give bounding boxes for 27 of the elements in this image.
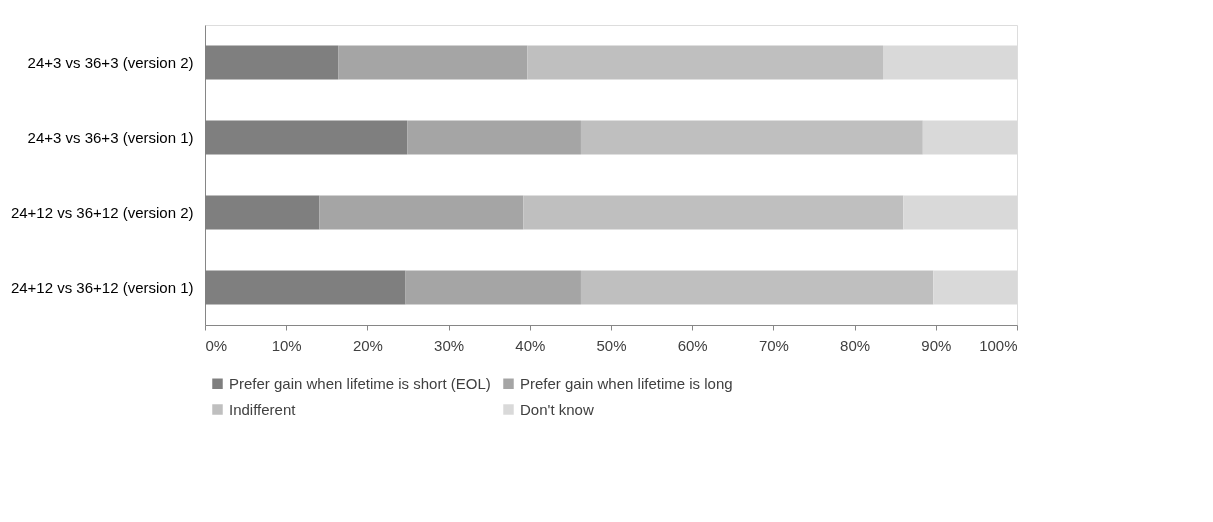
y-tick-label: 24+3 vs 36+3 (version 2) (27, 53, 194, 71)
legend-label: Indifferent (229, 400, 297, 418)
x-tick-label: 80% (840, 336, 871, 354)
x-tick-label: 70% (758, 336, 789, 354)
bar (338, 45, 528, 80)
legend-label: Prefer gain when lifetime is long (520, 374, 733, 392)
x-tick-label: 40% (515, 336, 546, 354)
x-tick-label: 90% (921, 336, 952, 354)
bar (319, 195, 524, 230)
bar (527, 45, 884, 80)
y-tick-label: 24+12 vs 36+12 (version 2) (10, 203, 194, 221)
x-tick-label: 30% (434, 336, 465, 354)
x-tick-label: 50% (596, 336, 627, 354)
bar (405, 270, 581, 305)
x-tick-label: 0% (205, 336, 228, 354)
y-tick-label: 24+3 vs 36+3 (version 1) (27, 128, 194, 146)
legend-label: Prefer gain when lifetime is short (EOL) (229, 374, 491, 392)
x-tick-label: 100% (979, 336, 1018, 354)
legend-label: Don't know (520, 400, 594, 418)
x-tick-label: 60% (677, 336, 708, 354)
x-tick-label: 20% (352, 336, 383, 354)
bar (580, 120, 923, 155)
bar (407, 120, 581, 155)
y-tick-label: 24+12 vs 36+12 (version 1) (10, 278, 194, 296)
bar (580, 270, 934, 305)
x-tick-label: 10% (271, 336, 302, 354)
bar (523, 195, 904, 230)
